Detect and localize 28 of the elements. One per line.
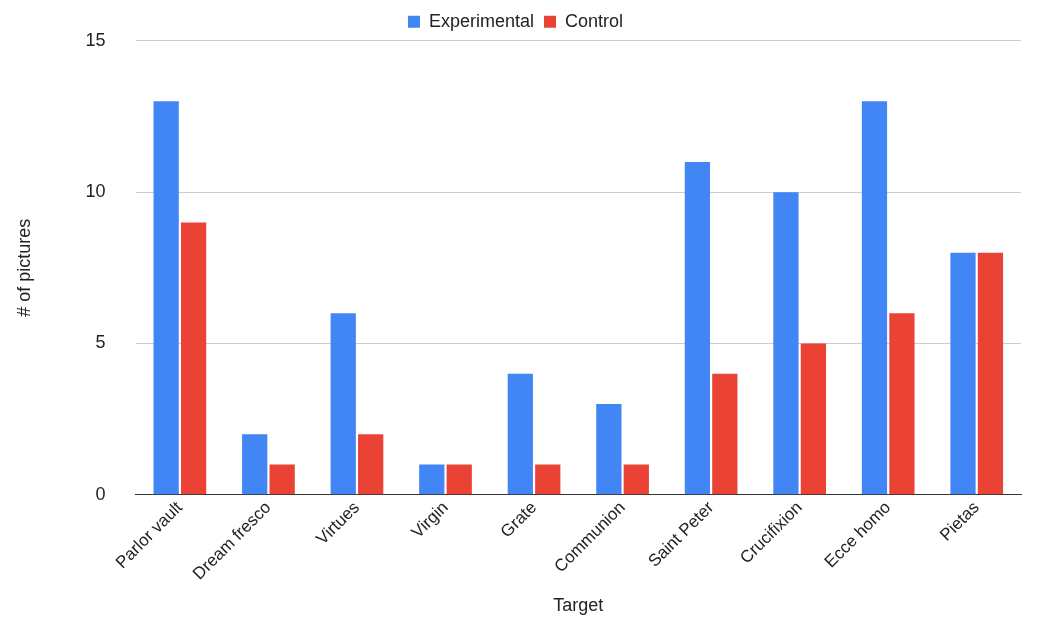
bar — [861, 101, 888, 495]
y-tick-label: 0 — [95, 483, 106, 504]
bar — [358, 434, 384, 495]
y-tick-label: 10 — [85, 181, 106, 202]
x-axis-title: Target — [553, 595, 604, 616]
bar — [950, 252, 976, 495]
bar — [153, 101, 179, 495]
y-axis-title: # of pictures — [13, 218, 34, 317]
bar — [507, 373, 533, 495]
bar — [535, 464, 561, 495]
bar — [269, 464, 295, 495]
bar — [596, 404, 622, 495]
bar — [180, 222, 207, 495]
bar — [242, 434, 268, 495]
legend-label: Experimental — [428, 10, 535, 31]
y-tick-label: 15 — [85, 29, 106, 50]
legend-label: Control — [565, 10, 624, 31]
bar — [446, 464, 472, 495]
bar — [330, 313, 356, 495]
bar — [773, 192, 799, 495]
bar — [684, 161, 711, 495]
bar — [889, 313, 915, 495]
bar — [800, 343, 826, 495]
bar — [623, 464, 649, 495]
bar — [419, 464, 445, 495]
y-tick-label: 5 — [95, 332, 106, 353]
bar — [712, 373, 738, 495]
bar — [977, 252, 1004, 495]
